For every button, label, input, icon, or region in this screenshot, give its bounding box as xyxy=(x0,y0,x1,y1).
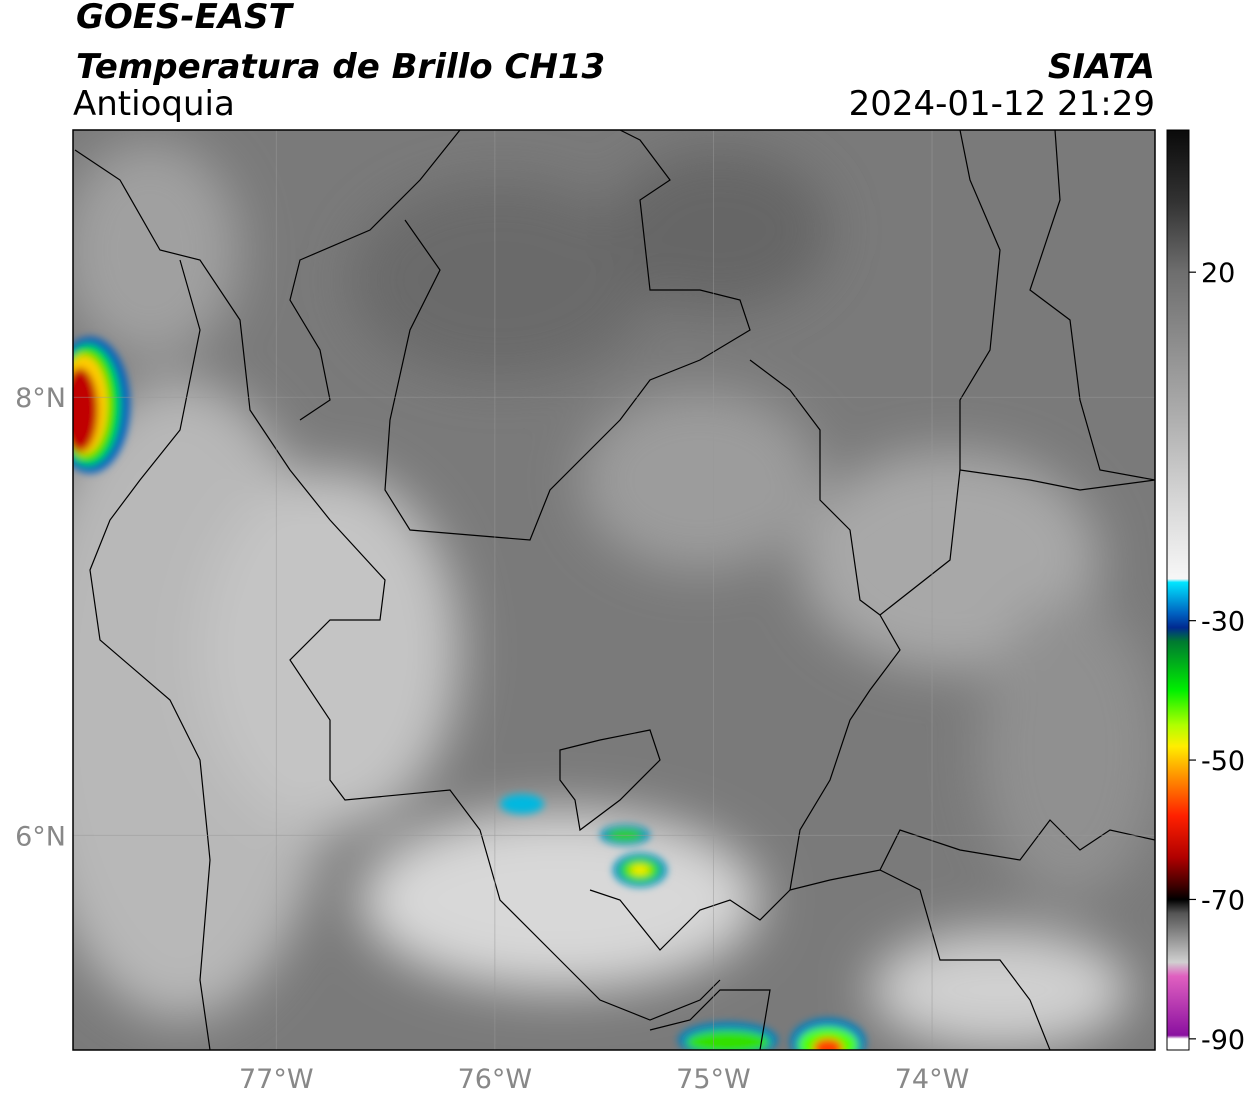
colorbar-tick-label: -90 xyxy=(1201,1025,1245,1056)
source: SIATA xyxy=(1048,47,1155,87)
grid xyxy=(73,130,1155,1050)
lon-tick-label: 76°W xyxy=(458,1064,533,1095)
lat-tick-label: 8°N xyxy=(15,383,66,414)
colorbar-tick-label: -50 xyxy=(1201,746,1245,777)
cloud-field xyxy=(73,140,1155,1050)
map-frame xyxy=(72,129,1156,1051)
lon-tick-label: 75°W xyxy=(676,1064,751,1095)
lat-tick-label: 6°N xyxy=(15,821,66,852)
datetime: 2024-01-12 21:29 xyxy=(849,84,1155,124)
convective-cells xyxy=(73,337,866,1050)
region: Antioquia xyxy=(73,84,235,124)
lon-tick-label: 74°W xyxy=(895,1064,970,1095)
boundaries xyxy=(74,130,1155,1050)
colorbar-tick-label: -30 xyxy=(1201,607,1245,638)
title-line1: GOES-EAST xyxy=(76,0,295,37)
colorbar-tick-label: 20 xyxy=(1201,258,1235,289)
lon-tick-label: 77°W xyxy=(239,1064,314,1095)
title: Temperatura de Brillo CH13 xyxy=(76,47,605,87)
colorbar-tick-label: -70 xyxy=(1201,885,1245,916)
colorbar xyxy=(1166,129,1190,1051)
map xyxy=(73,130,1155,1050)
